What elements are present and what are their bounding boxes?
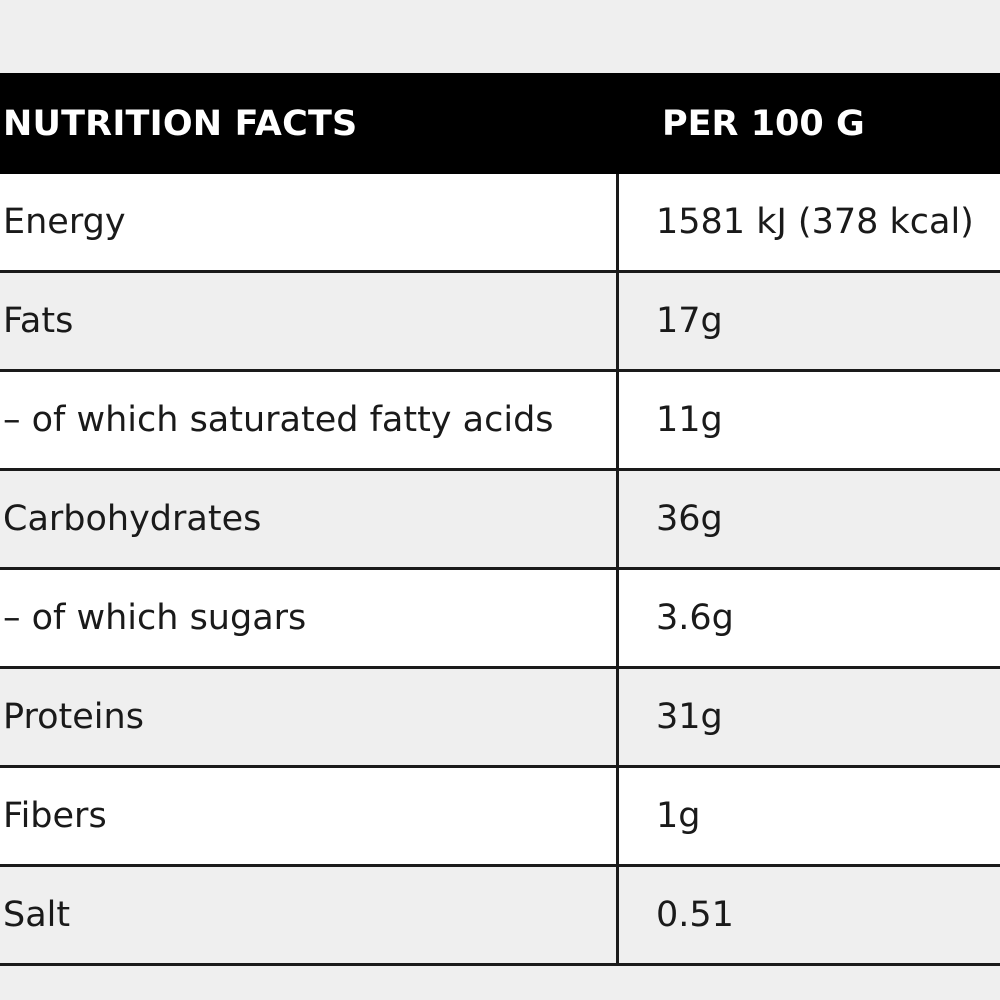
row-value-salt: 0.51 (656, 895, 734, 935)
row-value-energy: 1581 kJ (378 kcal) (656, 202, 974, 242)
row-value-proteins: 31g (656, 697, 723, 737)
table-row: – of which sugars 3.6g (0, 570, 1000, 669)
row-label-fibers: Fibers (0, 768, 619, 864)
row-value-sugars: 3.6g (656, 598, 734, 638)
table-row: Proteins 31g (0, 669, 1000, 768)
row-label-salt: Salt (0, 867, 619, 963)
table-row: Fats 17g (0, 273, 1000, 372)
row-label-carbohydrates: Carbohydrates (0, 471, 619, 567)
header-value: PER 100 G (662, 103, 865, 144)
row-value-carbohydrates: 36g (656, 499, 723, 539)
row-label-proteins: Proteins (0, 669, 619, 765)
row-label-energy: Energy (0, 174, 619, 270)
table-row: – of which saturated fatty acids 11g (0, 372, 1000, 471)
nutrition-table: NUTRITION FACTS PER 100 G Energy 1581 kJ… (0, 73, 1000, 966)
row-value-fats: 17g (656, 301, 723, 341)
row-label-sugars: – of which sugars (0, 570, 619, 666)
row-value-fibers: 1g (656, 796, 701, 836)
table-row: Carbohydrates 36g (0, 471, 1000, 570)
header-label: NUTRITION FACTS (3, 103, 358, 144)
table-row: Energy 1581 kJ (378 kcal) (0, 174, 1000, 273)
table-row: Fibers 1g (0, 768, 1000, 867)
row-label-saturated: – of which saturated fatty acids (0, 372, 619, 468)
table-header: NUTRITION FACTS PER 100 G (0, 73, 1000, 174)
row-label-fats: Fats (0, 273, 619, 369)
row-value-saturated: 11g (656, 400, 723, 440)
table-row: Salt 0.51 (0, 867, 1000, 966)
